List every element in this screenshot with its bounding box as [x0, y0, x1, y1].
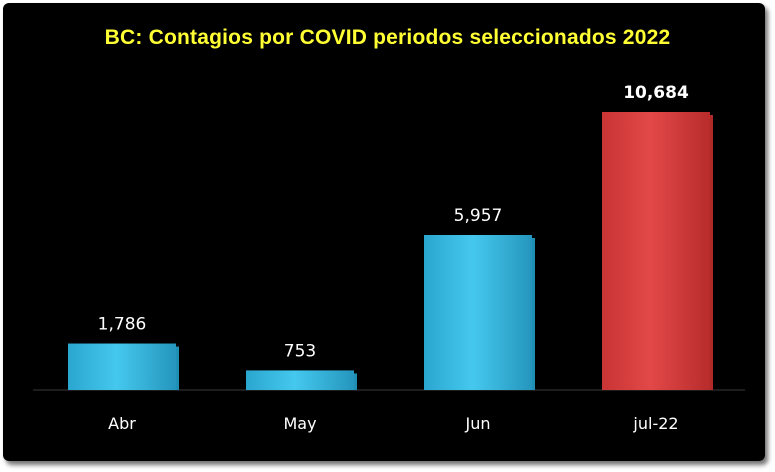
value-label-jul-22: 10,684	[623, 83, 689, 103]
chart-title: BC: Contagios por COVID periodos selecci…	[104, 26, 671, 49]
value-label-jun: 5,957	[454, 206, 503, 226]
value-label-abr: 1,786	[98, 315, 147, 335]
category-label-may: May	[283, 414, 316, 433]
bar-abr	[68, 343, 176, 390]
bar-jul-22	[602, 112, 710, 390]
category-label-jun: Jun	[465, 414, 491, 433]
category-label-jul-22: jul-22	[632, 414, 678, 433]
value-label-may: 753	[284, 341, 316, 361]
bar-may	[246, 370, 354, 390]
category-label-abr: Abr	[108, 414, 136, 433]
bar-jun	[424, 234, 532, 390]
